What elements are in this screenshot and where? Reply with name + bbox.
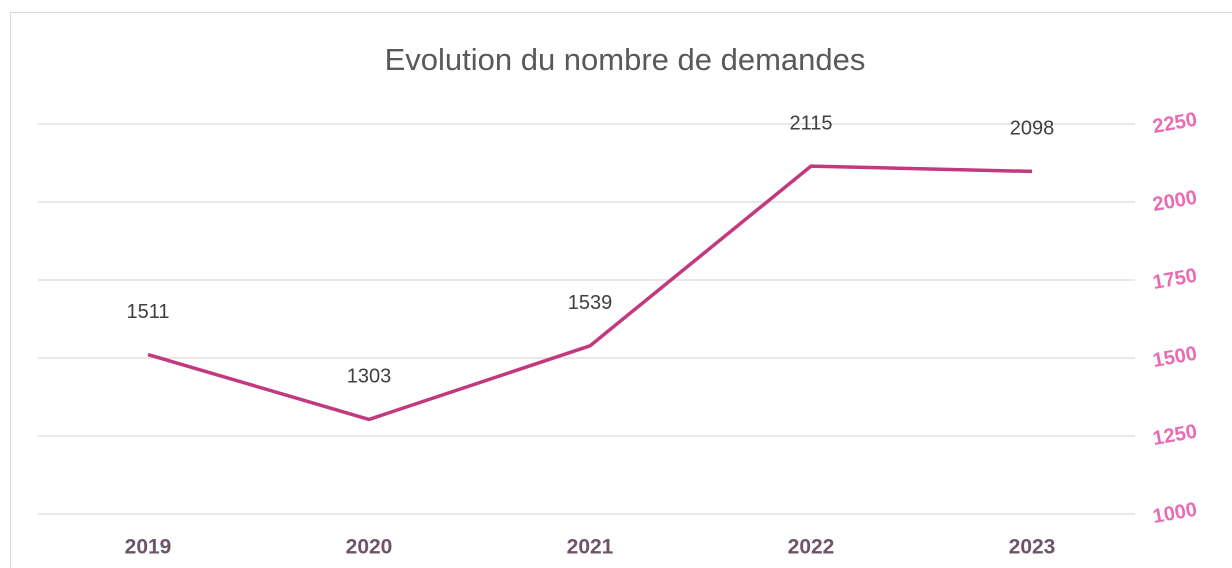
data-label: 1511	[126, 301, 169, 323]
chart-border	[10, 12, 1232, 568]
chart-title: Evolution du nombre de demandes	[385, 42, 866, 77]
data-label: 2115	[789, 112, 832, 134]
x-tick-label: 2023	[1009, 536, 1056, 559]
data-label: 2098	[1010, 118, 1055, 140]
data-label: 1539	[568, 292, 613, 314]
data-label: 1303	[347, 366, 392, 388]
x-tick-label: 2019	[125, 536, 172, 559]
line	[147, 164, 1033, 422]
x-tick-label: 2020	[346, 536, 393, 559]
x-tick-label: 2022	[788, 536, 835, 559]
x-tick-label: 2021	[567, 536, 614, 559]
